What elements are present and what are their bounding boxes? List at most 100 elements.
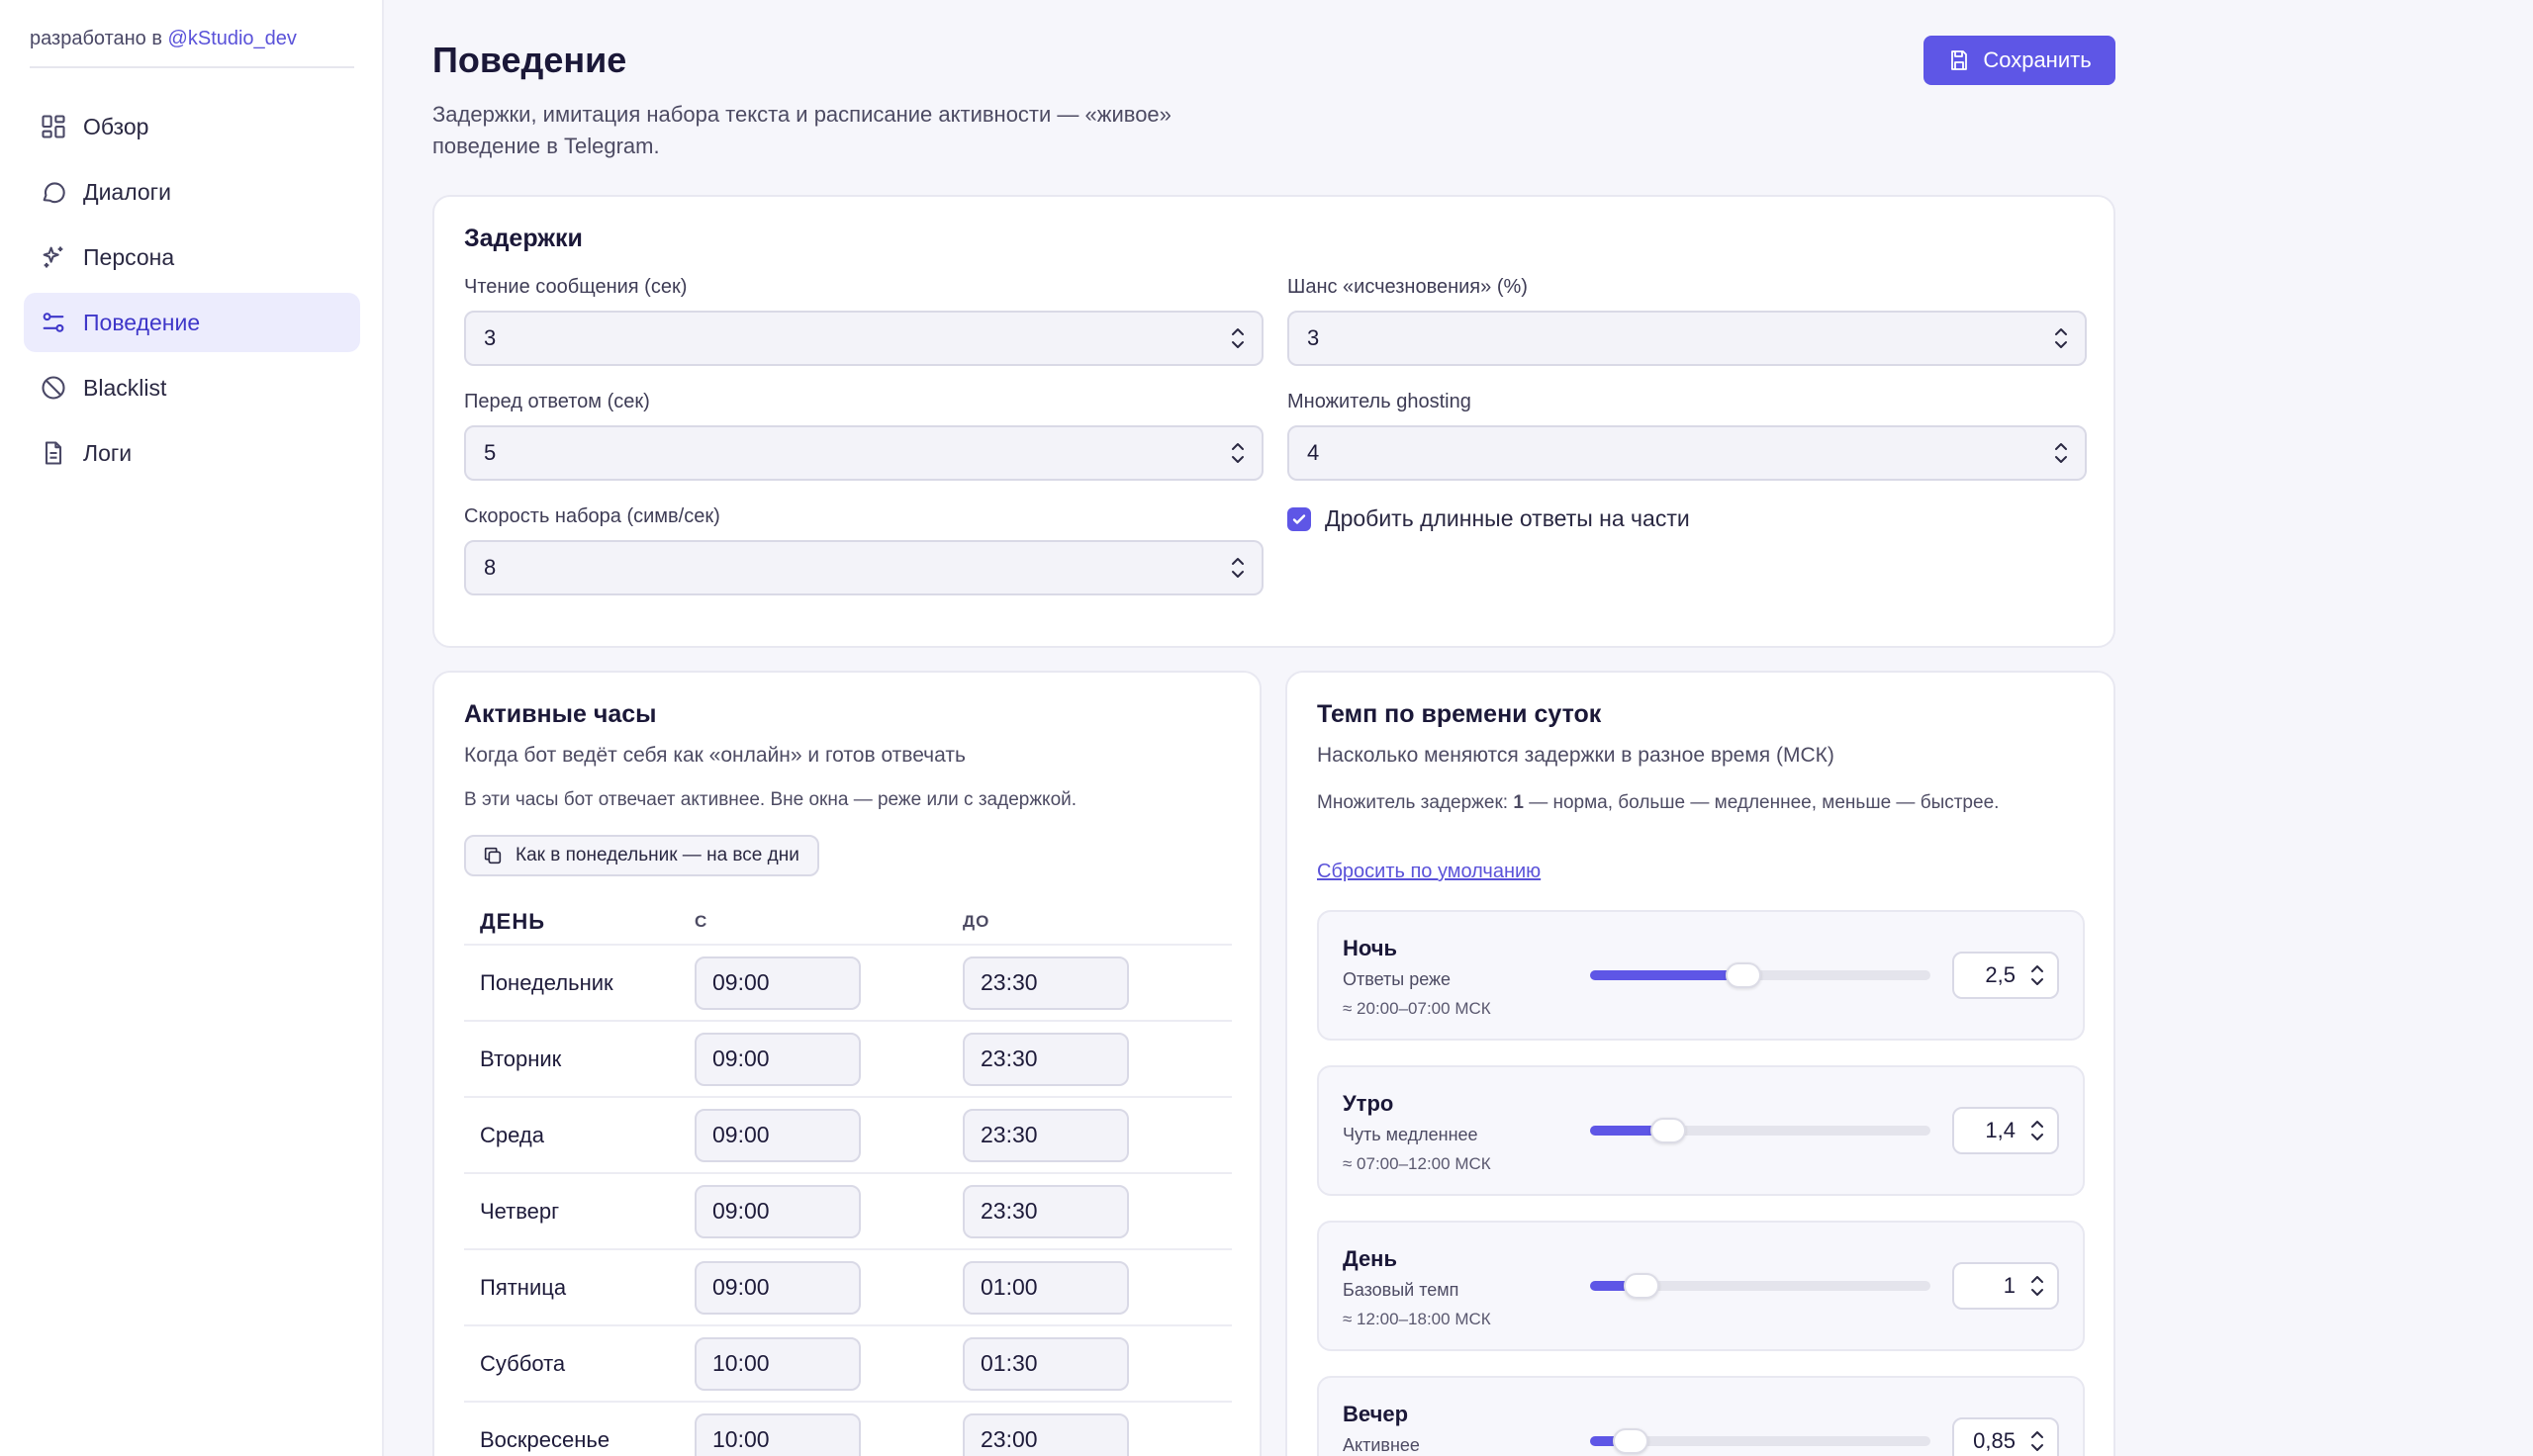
typing-speed-label: Скорость набора (симв/сек) <box>464 505 720 527</box>
sidebar-item-overview[interactable]: Обзор <box>24 97 360 156</box>
multiplier-value: 2,5 <box>1985 962 2016 987</box>
to-time-input[interactable]: 23:30 <box>963 1032 1129 1086</box>
day-name: Воскресенье <box>480 1426 610 1452</box>
save-icon <box>1951 50 1968 70</box>
tempo-desc: Насколько меняются задержки в разное вре… <box>1317 744 1834 767</box>
multiplier-value: 1,4 <box>1985 1118 2016 1142</box>
typing-speed-value: 8 <box>484 555 497 580</box>
slider-thumb[interactable] <box>1650 1118 1687 1143</box>
sidebar-item-dialogs[interactable]: Диалоги <box>24 162 360 222</box>
from-time-input[interactable]: 09:00 <box>695 956 861 1010</box>
tempo-slider[interactable] <box>1590 1428 1930 1454</box>
from-time-input[interactable]: 09:00 <box>695 1108 861 1162</box>
spinner-icon[interactable] <box>1230 440 1246 466</box>
from-time-input[interactable]: 10:00 <box>695 1412 861 1456</box>
from-time-input[interactable]: 09:00 <box>695 1184 861 1238</box>
slider-thumb[interactable] <box>1623 1273 1659 1299</box>
period-day: День Базовый темп ≈ 12:00–18:00 МСК 1 <box>1317 1221 2085 1351</box>
save-button[interactable]: Сохранить <box>1923 36 2115 85</box>
dashboard-icon <box>40 113 67 140</box>
sidebar-item-label: Поведение <box>83 309 201 335</box>
period-name: Ночь <box>1343 936 1398 960</box>
copy-monday-button[interactable]: Как в понедельник — на все дни <box>464 835 819 876</box>
split-replies-option[interactable]: Дробить длинные ответы на части <box>1287 505 1690 532</box>
multiplier-input[interactable]: 1 <box>1952 1262 2059 1310</box>
spinner-icon[interactable] <box>2029 1428 2045 1454</box>
from-time-input[interactable]: 09:00 <box>695 1260 861 1315</box>
table-row: Четверг 09:00 23:30 <box>464 1174 1232 1250</box>
sidebar-item-label: Диалоги <box>83 178 171 205</box>
multiplier-input[interactable]: 2,5 <box>1952 952 2059 999</box>
tempo-slider[interactable] <box>1590 962 1930 988</box>
period-desc: Ответы реже <box>1343 969 1452 989</box>
table-row: Вторник 09:00 23:30 <box>464 1022 1232 1098</box>
multiplier-input[interactable]: 0,85 <box>1952 1417 2059 1456</box>
period-desc: Базовый темп <box>1343 1280 1459 1300</box>
active-hours-card: Активные часы Когда бот ведёт себя как «… <box>432 671 1262 1456</box>
active-hours-title: Активные часы <box>464 700 657 728</box>
spinner-icon[interactable] <box>1230 325 1246 351</box>
table-row: Воскресенье 10:00 23:00 <box>464 1403 1232 1456</box>
slider-fill <box>1590 970 1743 980</box>
typing-speed-input[interactable]: 8 <box>464 540 1264 595</box>
sidebar-item-behavior[interactable]: Поведение <box>24 293 360 352</box>
table-row: Понедельник 09:00 23:30 <box>464 946 1232 1022</box>
to-time-input[interactable]: 23:30 <box>963 1184 1129 1238</box>
from-time-input[interactable]: 10:00 <box>695 1336 861 1391</box>
before-reply-field: Перед ответом (сек) 5 <box>464 391 1264 481</box>
page-title: Поведение <box>432 40 627 80</box>
slider-fill <box>1590 1281 1642 1291</box>
read-delay-label: Чтение сообщения (сек) <box>464 276 688 298</box>
credit-link[interactable]: @kStudio_dev <box>167 28 297 49</box>
read-delay-value: 3 <box>484 325 497 350</box>
slider-thumb[interactable] <box>1725 962 1761 988</box>
to-time-input[interactable]: 23:30 <box>963 956 1129 1010</box>
day-name: Вторник <box>480 1046 562 1071</box>
ghost-chance-input[interactable]: 3 <box>1287 311 2087 366</box>
to-time-input[interactable]: 01:00 <box>963 1260 1129 1315</box>
typing-speed-field: Скорость набора (симв/сек) 8 <box>464 505 1264 595</box>
spinner-icon[interactable] <box>2029 1273 2045 1299</box>
active-hours-desc: Когда бот ведёт себя как «онлайн» и гото… <box>464 744 966 767</box>
read-delay-input[interactable]: 3 <box>464 311 1264 366</box>
reset-defaults-link[interactable]: Сбросить по умолчанию <box>1317 861 1542 882</box>
to-time-input[interactable]: 01:30 <box>963 1336 1129 1391</box>
sidebar-item-logs[interactable]: Логи <box>24 423 360 483</box>
to-time-input[interactable]: 23:30 <box>963 1108 1129 1162</box>
spinner-icon[interactable] <box>2053 325 2069 351</box>
multiplier-value: 1 <box>2003 1273 2016 1298</box>
split-replies-checkbox[interactable] <box>1287 506 1311 531</box>
spinner-icon[interactable] <box>2029 1118 2045 1143</box>
tempo-note-suffix: — норма, больше — медленнее, меньше — бы… <box>1523 792 2000 813</box>
period-name: Вечер <box>1343 1402 1409 1426</box>
tempo-slider[interactable] <box>1590 1273 1930 1299</box>
tempo-slider[interactable] <box>1590 1118 1930 1143</box>
sidebar-item-persona[interactable]: Персона <box>24 228 360 287</box>
slider-thumb[interactable] <box>1613 1428 1649 1454</box>
ghost-mult-input[interactable]: 4 <box>1287 425 2087 481</box>
before-reply-input[interactable]: 5 <box>464 425 1264 481</box>
spinner-icon[interactable] <box>2053 440 2069 466</box>
period-name: Утро <box>1343 1091 1394 1116</box>
ghost-chance-label: Шанс «исчезновения» (%) <box>1287 276 1528 298</box>
spinner-icon[interactable] <box>1230 555 1246 581</box>
sidebar-item-blacklist[interactable]: Blacklist <box>24 358 360 417</box>
from-time-input[interactable]: 09:00 <box>695 1032 861 1086</box>
multiplier-input[interactable]: 1,4 <box>1952 1107 2059 1154</box>
tempo-note-bold: 1 <box>1513 792 1524 813</box>
ghost-chance-field: Шанс «исчезновения» (%) 3 <box>1287 276 2087 366</box>
slider-fill <box>1590 1126 1669 1136</box>
sliders-icon <box>40 309 67 336</box>
spinner-icon[interactable] <box>2029 962 2045 988</box>
col-day: ДЕНЬ <box>480 909 546 934</box>
ghost-mult-label: Множитель ghosting <box>1287 391 1471 412</box>
delays-title: Задержки <box>464 225 583 252</box>
period-name: День <box>1343 1246 1397 1271</box>
period-desc: Активнее <box>1343 1435 1420 1455</box>
slider-fill <box>1590 1436 1632 1446</box>
multiplier-value: 0,85 <box>1973 1428 2016 1453</box>
sidebar-nav: Обзор Диалоги Персона Поведение Blacklis… <box>24 97 360 489</box>
to-time-input[interactable]: 23:00 <box>963 1412 1129 1456</box>
copy-monday-label: Как в понедельник — на все дни <box>516 845 799 865</box>
sidebar-item-label: Персона <box>83 243 175 270</box>
